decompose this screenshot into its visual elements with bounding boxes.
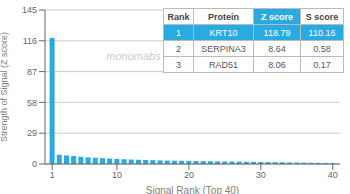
svg-text:0: 0 <box>32 159 37 169</box>
html-text:S score: S score <box>305 11 339 22</box>
html-text:Protein: Protein <box>208 11 239 22</box>
html-text:0.17: 0.17 <box>313 59 331 70</box>
html-text:118.79: 118.79 <box>263 27 291 38</box>
svg-text:10: 10 <box>112 170 122 180</box>
html-text:monomabs: monomabs <box>106 50 161 63</box>
svg-text:20: 20 <box>184 170 194 180</box>
html-text:8.06: 8.06 <box>268 59 286 70</box>
html-text:RAD51: RAD51 <box>209 59 238 70</box>
html-text:Z score: Z score <box>261 11 293 22</box>
html-text:Rank: Rank <box>167 11 190 22</box>
html-text:SERPINA3: SERPINA3 <box>201 43 246 54</box>
html-text:3: 3 <box>176 59 181 70</box>
svg-text:Strength of Signal (Z score): Strength of Signal (Z score) <box>8 32 9 142</box>
html-text:0.58: 0.58 <box>313 43 331 54</box>
svg-text:116: 116 <box>23 36 37 46</box>
svg-text:145: 145 <box>22 5 37 15</box>
svg-text:40: 40 <box>328 170 338 180</box>
html-text:110.16: 110.16 <box>308 27 336 38</box>
svg-text:1: 1 <box>50 170 55 180</box>
svg-text:58: 58 <box>27 98 37 108</box>
svg-text:29: 29 <box>27 128 37 138</box>
html-text:1: 1 <box>176 27 181 38</box>
svg-text:Signal Rank (Top 40): Signal Rank (Top 40) <box>146 185 239 194</box>
svg-text:30: 30 <box>256 170 266 180</box>
html-text:2: 2 <box>176 43 181 54</box>
html-text:8.64: 8.64 <box>268 43 286 54</box>
html-text:KRT10: KRT10 <box>209 27 238 38</box>
svg-text:87: 87 <box>27 67 37 77</box>
